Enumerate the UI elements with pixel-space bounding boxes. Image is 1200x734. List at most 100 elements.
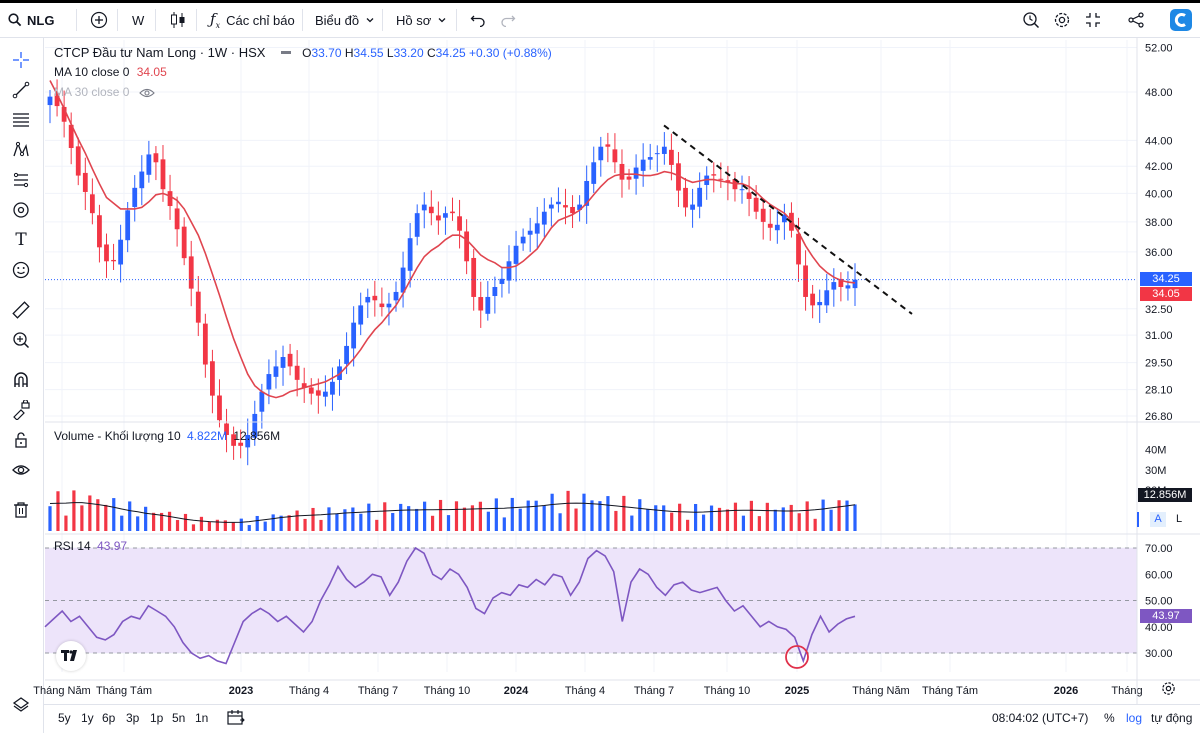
volume-bar <box>287 515 291 531</box>
volume-bar <box>486 511 490 531</box>
indicators-button[interactable]: ƒx Các chỉ báo <box>210 3 295 37</box>
candle-body <box>612 149 618 163</box>
volume-bar <box>693 503 698 531</box>
projection-tool[interactable] <box>8 168 34 192</box>
time-tick-label: Tháng 7 <box>358 685 398 697</box>
range-button-6p[interactable]: 6p <box>102 711 116 725</box>
volume-legend[interactable]: Volume - Khối lượng 10 4.822M 12.856M <box>54 429 280 443</box>
drawing-toolbar: T <box>0 38 44 733</box>
collapse-icon[interactable] <box>280 50 291 54</box>
low-value: 33.20 <box>393 46 424 60</box>
pattern-tool[interactable] <box>8 138 34 162</box>
symbol-title[interactable]: CTCP Đầu tư Nam Long · 1W · HSX <box>54 45 266 60</box>
remove-drawings-tool[interactable] <box>8 498 34 522</box>
ma30-legend[interactable]: MA 30 close 0 <box>54 85 155 99</box>
candle-body <box>450 211 455 214</box>
lock-drawings-tool[interactable] <box>8 398 34 422</box>
magnet-tool[interactable] <box>8 368 34 392</box>
range-button-5n[interactable]: 5n <box>172 711 186 725</box>
settings-button[interactable] <box>1053 3 1071 37</box>
visibility-tool[interactable] <box>8 458 34 482</box>
rsi-legend[interactable]: RSI 14 43.97 <box>54 539 127 553</box>
price-tick-label: 26.80 <box>1145 411 1173 423</box>
lock-tool[interactable] <box>8 428 34 452</box>
fib-tool[interactable] <box>8 108 34 132</box>
settings-icon <box>1054 12 1070 28</box>
candle-body <box>640 159 646 171</box>
ruler-tool[interactable] <box>8 298 34 322</box>
tradingview-logo[interactable] <box>56 641 86 671</box>
add-symbol-button[interactable] <box>90 3 108 37</box>
ma10-legend[interactable]: MA 10 close 0 34.05 <box>54 65 167 79</box>
volume-value: 4.822M <box>186 429 228 443</box>
interval-button[interactable]: W <box>132 3 144 37</box>
volume-bar <box>741 515 746 531</box>
range-button-5y[interactable]: 5y <box>58 711 71 725</box>
volume-bar <box>837 500 841 531</box>
time-tick-label: Tháng 10 <box>704 685 750 697</box>
candle-body <box>457 216 462 231</box>
trend-line-tool[interactable] <box>8 78 34 102</box>
low-label: L <box>386 46 394 60</box>
undo-button[interactable] <box>470 3 486 37</box>
brand-button[interactable] <box>1170 3 1192 37</box>
volume-bar <box>80 505 84 531</box>
chart-menu-button[interactable]: Biểu đồ <box>315 3 375 37</box>
log-scale-toggle[interactable]: log <box>1126 711 1143 725</box>
axis-settings-button[interactable] <box>1161 681 1176 701</box>
fullscreen-button[interactable] <box>1085 3 1101 37</box>
volume-bar <box>733 502 738 531</box>
volume-bar <box>423 501 427 531</box>
profile-menu-button[interactable]: Hồ sơ <box>396 3 447 37</box>
candle-body <box>697 187 703 207</box>
volume-bar <box>247 525 251 531</box>
share-button[interactable] <box>1128 3 1144 37</box>
eye-hide-icon[interactable] <box>138 87 155 99</box>
chart-type-button[interactable] <box>170 3 186 37</box>
candle-body <box>534 223 540 234</box>
auto-scale-button[interactable]: A <box>1150 512 1166 527</box>
volume-bar <box>159 512 164 531</box>
replay-button[interactable] <box>1022 3 1040 37</box>
candle-body <box>711 174 717 176</box>
auto-scale-toggle[interactable]: tự động <box>1151 711 1193 725</box>
candle-body <box>273 366 279 377</box>
range-button-3p[interactable]: 3p <box>126 711 140 725</box>
pane-dividers <box>45 38 1200 704</box>
volume-bar <box>805 501 809 531</box>
volume-bar <box>622 495 626 531</box>
candle-body <box>831 282 837 290</box>
brush-tool[interactable] <box>8 198 34 222</box>
percent-scale-button[interactable]: % <box>1104 711 1115 725</box>
log-scale-button[interactable]: L <box>1175 513 1183 525</box>
symbol-search-button[interactable]: NLG <box>8 3 54 37</box>
time-tick-label: Tháng Năm <box>33 685 90 697</box>
change-value: +0.30 (+0.88%) <box>469 46 552 60</box>
zoom-tool[interactable] <box>8 328 34 352</box>
time-tick-label: 2026 <box>1054 685 1078 697</box>
trendline[interactable] <box>663 124 913 315</box>
emoji-tool[interactable] <box>8 258 34 282</box>
text-tool[interactable]: T <box>8 228 34 252</box>
redo-button[interactable] <box>500 3 516 37</box>
projection-icon <box>13 172 29 188</box>
range-button-1y[interactable]: 1y <box>81 711 94 725</box>
volume-bar <box>765 502 769 531</box>
trash-icon <box>14 502 28 518</box>
chevron-down-icon <box>438 18 446 23</box>
candle-body <box>372 295 378 301</box>
range-button-1n[interactable]: 1n <box>195 711 209 725</box>
volume-bar <box>598 501 602 531</box>
share-icon <box>1128 12 1144 28</box>
goto-date-button[interactable] <box>227 709 245 729</box>
time-zone-label[interactable]: 08:04:02 (UTC+7) <box>992 711 1089 725</box>
crosshair-tool[interactable] <box>8 48 34 72</box>
volume-tick-label: 40M <box>1145 444 1166 456</box>
rsi-label: RSI 14 <box>54 539 91 553</box>
time-tick-label: Tháng Tám <box>96 685 152 697</box>
range-button-1p[interactable]: 1p <box>150 711 164 725</box>
object-tree-button[interactable] <box>8 693 34 717</box>
candle-body <box>160 159 166 190</box>
candle-body <box>47 96 53 106</box>
